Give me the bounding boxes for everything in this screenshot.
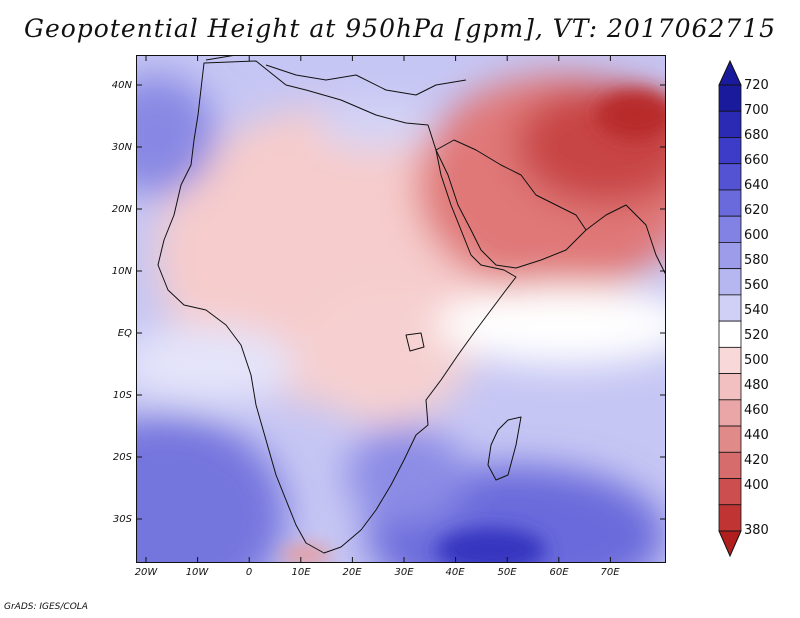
lon-label: 0 xyxy=(245,567,253,578)
colorbar-cell xyxy=(718,320,742,348)
colorbar-label: 580 xyxy=(744,253,769,268)
colorbar-label: 380 xyxy=(744,523,769,538)
colorbar-cell xyxy=(718,399,742,427)
lat-label: 20S xyxy=(112,452,132,463)
lat-label: 30S xyxy=(112,514,132,525)
colorbar-cell xyxy=(718,215,742,243)
colorbar-label: 560 xyxy=(744,278,769,293)
colorbar-cell xyxy=(718,425,742,453)
coastlines xyxy=(157,55,666,554)
lon-label: 20W xyxy=(134,567,158,578)
colorbar-top-arrow xyxy=(718,60,742,86)
neutral-band-west xyxy=(136,325,296,405)
lon-label: 40E xyxy=(445,567,465,578)
lon-label: 70E xyxy=(600,567,620,578)
high-height-mediterranean xyxy=(316,100,436,150)
madagascar xyxy=(487,416,522,481)
colorbar-label: 500 xyxy=(744,353,769,368)
colorbar-label: 520 xyxy=(744,328,769,343)
lat-label: EQ xyxy=(117,328,132,339)
colorbar-cell xyxy=(718,451,742,479)
lake-victoria xyxy=(405,332,425,352)
low-height-iran xyxy=(596,90,666,140)
colorbar xyxy=(718,60,742,558)
lon-label: 10W xyxy=(185,567,209,578)
lon-label: 60E xyxy=(549,567,569,578)
colorbar-label: 720 xyxy=(744,78,769,93)
colorbar-cell xyxy=(718,478,742,506)
colorbar-cell xyxy=(718,110,742,138)
lat-label: 20N xyxy=(111,204,132,215)
colorbar-label: 400 xyxy=(744,478,769,493)
map-frame xyxy=(136,55,666,563)
colorbar-label: 660 xyxy=(744,153,769,168)
colorbar-label: 540 xyxy=(744,303,769,318)
colorbar-label: 460 xyxy=(744,403,769,418)
deep-high-indian-ocean xyxy=(436,528,546,563)
colorbar-cells xyxy=(718,84,742,532)
colorbar-label: 620 xyxy=(744,203,769,218)
lat-label: 30N xyxy=(111,142,132,153)
colorbar-label: 480 xyxy=(744,378,769,393)
high-height-atlantic xyxy=(136,415,286,563)
colorbar-cell xyxy=(718,373,742,401)
low-height-central-africa xyxy=(306,285,466,425)
lon-label: 50E xyxy=(497,567,517,578)
colorbar-label: 700 xyxy=(744,103,769,118)
high-height-north-atlantic xyxy=(136,75,216,195)
colorbar-cell xyxy=(718,268,742,296)
colorbar-label: 680 xyxy=(744,128,769,143)
colorbar-cell xyxy=(718,242,742,270)
colorbar-cell xyxy=(718,189,742,217)
colorbar-label: 440 xyxy=(744,428,769,443)
lat-label: 10N xyxy=(111,266,132,277)
lat-label: 40N xyxy=(111,80,132,91)
colorbar-cell xyxy=(718,163,742,191)
colorbar-cell xyxy=(718,137,742,165)
footer-credit: GrADS: IGES/COLA xyxy=(4,602,88,612)
map-panel xyxy=(136,55,666,563)
colorbar-cell xyxy=(718,346,742,374)
chart-title: Geopotential Height at 950hPa [gpm], VT:… xyxy=(23,14,777,43)
arabian-peninsula xyxy=(435,139,587,269)
lon-label: 30E xyxy=(394,567,414,578)
colorbar-cell xyxy=(718,84,742,112)
africa-coastline xyxy=(157,60,517,554)
lat-label: 10S xyxy=(112,390,132,401)
colorbar-label: 600 xyxy=(744,228,769,243)
lon-label: 10E xyxy=(291,567,311,578)
colorbar-label: 420 xyxy=(744,453,769,468)
colorbar-cell xyxy=(718,294,742,322)
colorbar-bottom-arrow xyxy=(718,530,742,558)
neutral-band-east xyxy=(436,285,666,365)
lon-label: 20E xyxy=(342,567,362,578)
asia-coast xyxy=(585,204,666,276)
high-height-southern-africa xyxy=(346,425,466,525)
colorbar-label: 640 xyxy=(744,178,769,193)
map-ticks xyxy=(136,55,666,563)
colorbar-cell xyxy=(718,504,742,532)
